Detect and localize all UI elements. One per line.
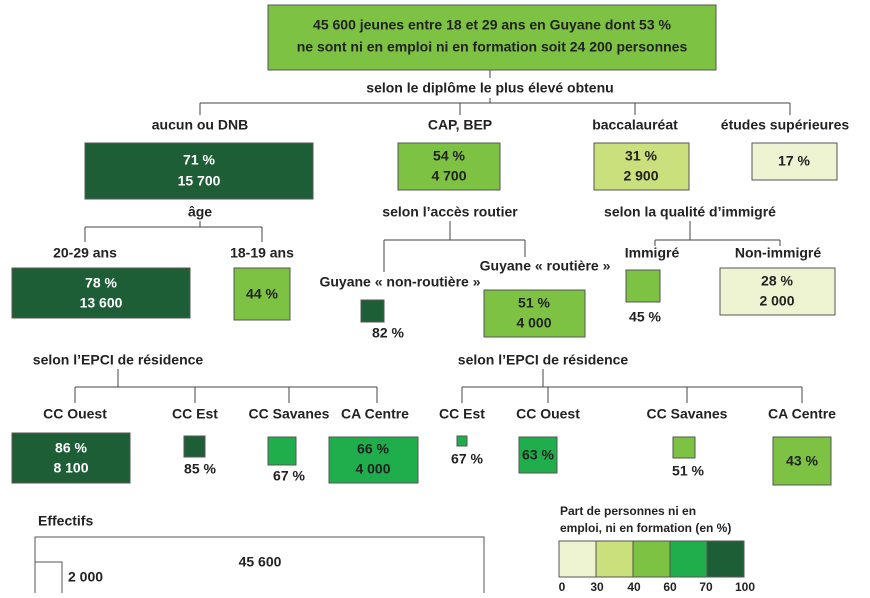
node-label: CA Centre	[768, 406, 836, 422]
split-label: selon l’accès routier	[382, 204, 518, 220]
node-share: 54 %	[433, 148, 465, 164]
node-share: 78 %	[85, 275, 117, 291]
node-share: 17 %	[778, 153, 810, 169]
color-legend-title: Part de personnes ni en	[560, 504, 696, 518]
color-tick: 0	[559, 580, 566, 593]
color-tick: 70	[699, 580, 713, 593]
node-box	[751, 142, 838, 181]
node-label: CC Savanes	[249, 406, 330, 422]
node-count: 4 700	[431, 168, 466, 184]
color-swatch	[706, 540, 745, 578]
node-share: 66 %	[357, 441, 389, 457]
size-value: 45 600	[239, 554, 282, 570]
node-count: 4 000	[355, 461, 390, 477]
color-swatch	[632, 540, 671, 578]
color-legend-title: emploi, ni en formation (en %)	[560, 521, 731, 535]
node-share: 45 %	[629, 309, 661, 325]
node-share: 67 %	[451, 451, 483, 467]
node-share: 43 %	[786, 453, 818, 469]
connectors	[74, 70, 803, 403]
node-label: CC Ouest	[516, 406, 580, 422]
node-count: 15 700	[178, 173, 221, 189]
node-count: 13 600	[80, 295, 123, 311]
split-label: selon l’EPCI de résidence	[33, 352, 204, 368]
node-label: aucun ou DNB	[152, 117, 248, 133]
color-swatch	[669, 540, 708, 578]
node-count: 8 100	[53, 460, 88, 476]
node-label: CC Est	[172, 406, 218, 422]
node-box	[360, 299, 385, 323]
node-label: études supérieures	[721, 117, 850, 133]
node-count: 2 000	[759, 293, 794, 309]
node-box	[719, 267, 836, 316]
node-box	[11, 432, 131, 484]
node-label: CA Centre	[341, 406, 409, 422]
root-box	[267, 4, 717, 71]
node-share: 28 %	[761, 273, 793, 289]
node-box	[625, 269, 661, 303]
node-box	[328, 436, 419, 484]
color-swatch	[558, 540, 597, 578]
node-box	[518, 436, 558, 474]
node-box	[483, 289, 586, 338]
color-tick: 100	[735, 580, 755, 593]
node-count: 2 900	[623, 168, 658, 184]
node-label: Guyane « routière »	[480, 258, 611, 274]
node-label: CC Ouest	[43, 406, 107, 422]
node-box	[267, 436, 297, 466]
node-label: CC Savanes	[647, 406, 728, 422]
node-share: 67 %	[273, 468, 305, 484]
node-share: 85 %	[184, 461, 216, 477]
node-share: 82 %	[372, 325, 404, 341]
color-tick: 30	[590, 580, 604, 593]
node-label: CAP, BEP	[428, 117, 492, 133]
color-tick: 40	[627, 580, 641, 593]
node-share: 31 %	[625, 148, 657, 164]
node-box	[11, 267, 191, 319]
node-label: baccalauréat	[592, 117, 678, 133]
node-box	[456, 435, 468, 447]
size-value: 2 000	[68, 569, 103, 585]
root-text: 45 600 jeunes entre 18 et 29 ans en Guya…	[313, 17, 671, 33]
node-box	[84, 142, 314, 200]
node-box	[593, 142, 690, 191]
node-count: 4 000	[516, 315, 551, 331]
size-legend-title: Effectifs	[38, 513, 93, 529]
node-box	[397, 142, 501, 191]
split-label: selon l’EPCI de résidence	[458, 352, 629, 368]
node-share: 86 %	[55, 440, 87, 456]
color-scale	[558, 540, 745, 578]
node-box	[233, 267, 291, 321]
color-tick: 60	[663, 580, 677, 593]
node-box	[772, 436, 832, 486]
node-share: 44 %	[246, 286, 278, 302]
node-share: 63 %	[522, 447, 554, 463]
size-square-small	[34, 561, 63, 598]
node-box	[183, 435, 206, 458]
node-label: Immigré	[625, 245, 680, 261]
node-label: Guyane « non-routière »	[319, 274, 480, 290]
split-label: selon le diplôme le plus élevé obtenu	[366, 80, 613, 96]
color-swatch	[595, 540, 634, 578]
node-share: 51 %	[672, 463, 704, 479]
node-label: 20-29 ans	[53, 245, 117, 261]
split-label: âge	[188, 204, 212, 220]
split-label: selon la qualité d’immigré	[604, 204, 776, 220]
node-label: 18-19 ans	[230, 245, 294, 261]
node-box	[672, 436, 696, 459]
root-text: ne sont ni en emploi ni en formation soi…	[297, 39, 688, 55]
node-label: Non-immigré	[735, 245, 822, 261]
node-share: 51 %	[518, 295, 550, 311]
node-share: 71 %	[183, 152, 215, 168]
node-label: CC Est	[439, 406, 485, 422]
